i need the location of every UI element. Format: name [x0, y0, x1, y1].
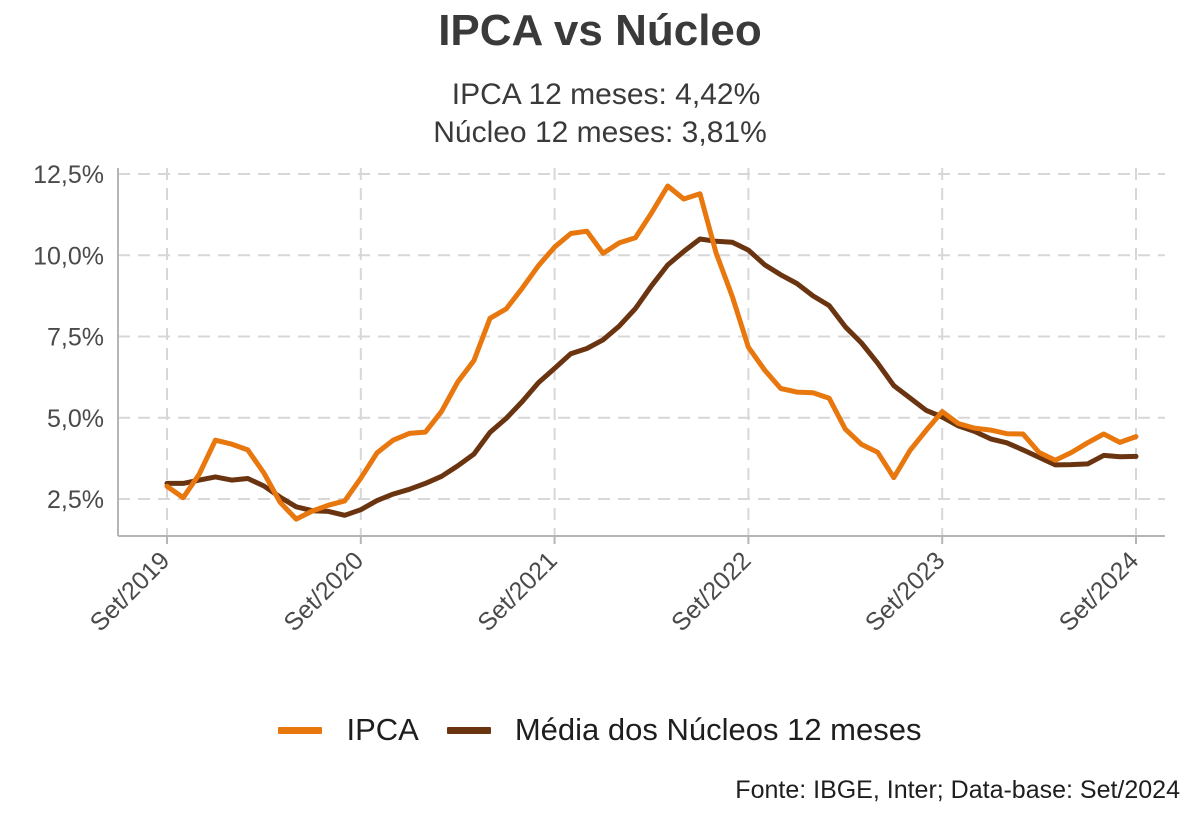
y-tick-label: 12,5% [33, 161, 104, 189]
legend-swatch-nucleo [446, 726, 491, 734]
chart-subtitle-ipca: IPCA 12 meses: 4,42% [451, 78, 761, 111]
legend-item-ipca: IPCA [278, 712, 419, 748]
series-lines [164, 183, 1139, 522]
legend-label-ipca: IPCA [346, 712, 419, 747]
legend-item-nucleo: Média dos Núcleos 12 meses [446, 712, 922, 748]
x-tick-label: Set/2024 [1054, 546, 1145, 637]
source-note: Fonte: IBGE, Inter; Data-base: Set/2024 [735, 776, 1180, 804]
y-tick-label: 10,0% [33, 242, 104, 270]
legend-swatch-ipca [278, 726, 323, 734]
x-tick-label: Set/2020 [278, 546, 369, 637]
y-tick-label: 2,5% [47, 486, 104, 514]
legend-label-nucleo: Média dos Núcleos 12 meses [514, 712, 922, 747]
x-axis-tick-labels: Set/2019 Set/2020 Set/2021 Set/2022 Set/2023… [85, 546, 1145, 637]
x-tick-label: Set/2021 [472, 546, 563, 637]
axes [117, 168, 1165, 544]
line-chart: 2,5%5,0%7,5%10,0%12,5% Set/2019 Set/2020 S… [33, 161, 1165, 637]
chart-subtitle-nucleo: Núcleo 12 meses: 3,81% [433, 116, 767, 149]
x-tick-label: Set/2023 [860, 546, 951, 637]
chart-title: IPCA vs Núcleo [438, 6, 762, 55]
legend: IPCA Média dos Núcleos 12 meses [0, 712, 1200, 748]
x-tick-label: Set/2022 [666, 546, 757, 637]
ipca-line [164, 183, 1139, 522]
y-tick-label: 7,5% [47, 324, 104, 352]
grid-lines [118, 168, 1165, 536]
y-tick-label: 5,0% [47, 405, 104, 433]
x-tick-label: Set/2019 [85, 546, 176, 637]
nucleo-line [164, 236, 1139, 518]
y-axis-tick-labels: 2,5% 5,0% 7,5% 10,0% 12,5% [33, 161, 104, 514]
